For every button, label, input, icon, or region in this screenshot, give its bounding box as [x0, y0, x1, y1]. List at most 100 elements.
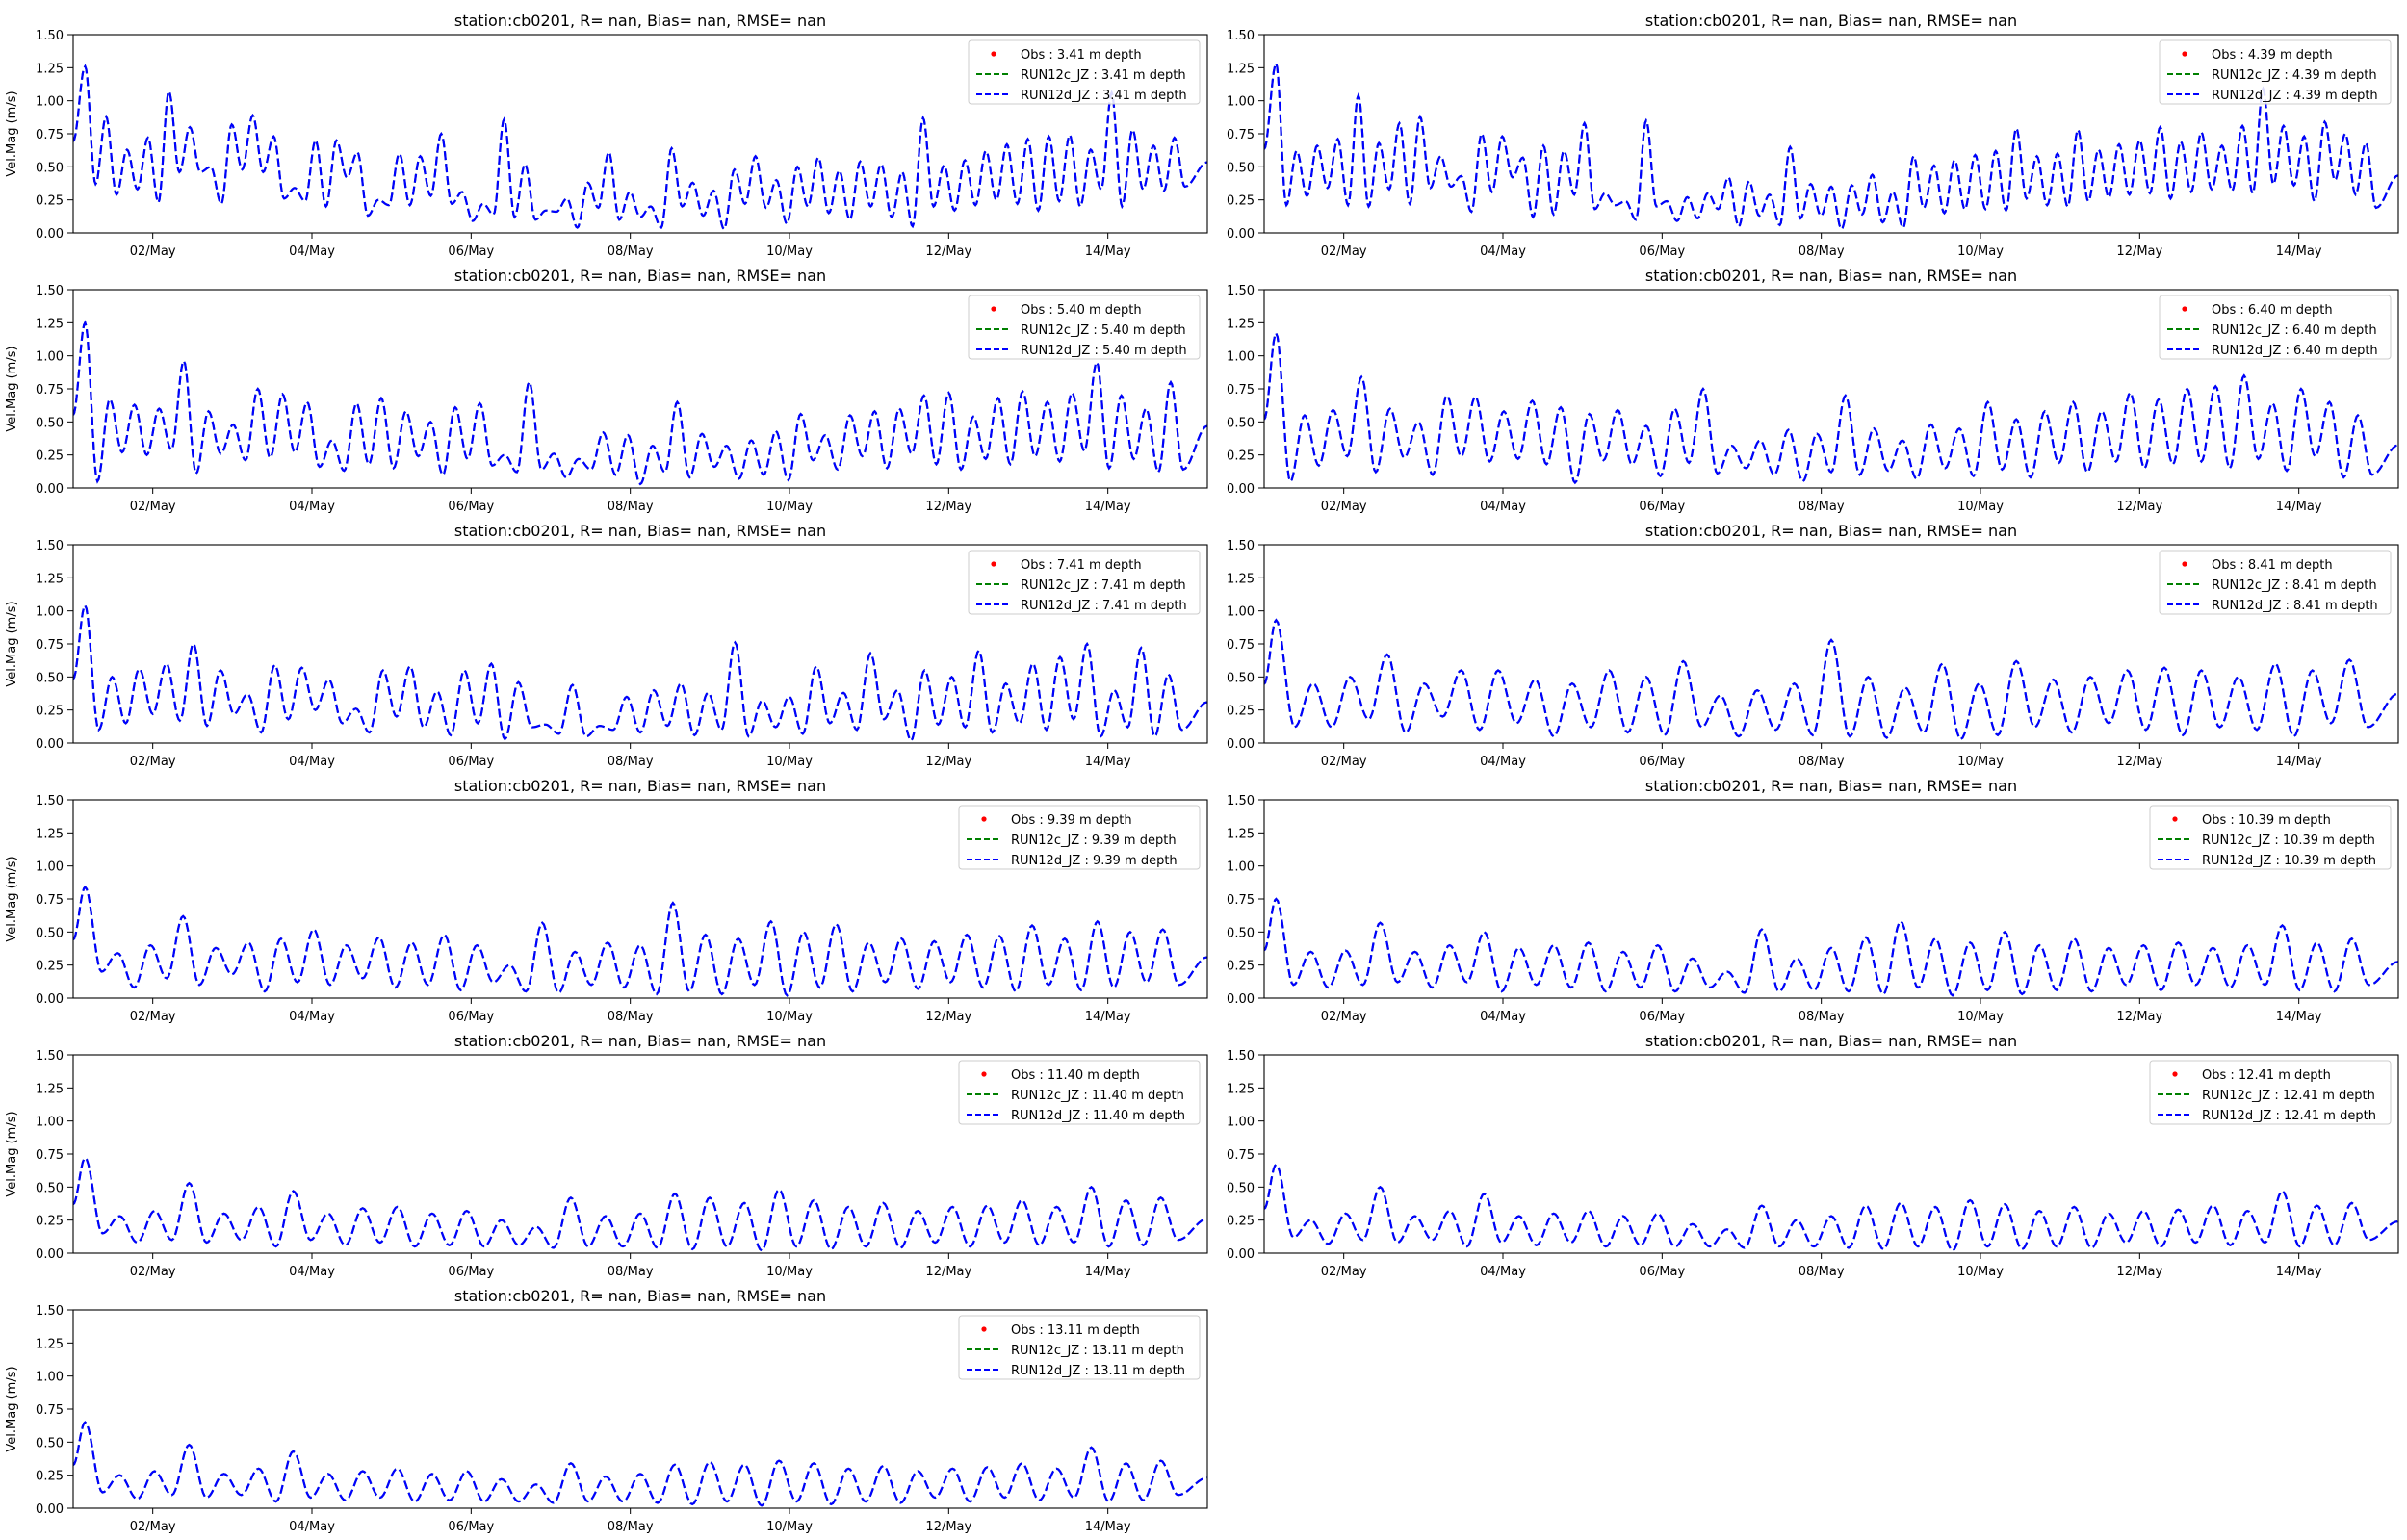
series-run12c-line [73, 1156, 1207, 1252]
legend-box [2159, 39, 2392, 105]
y-tick-label: 1.50 [1227, 539, 1255, 553]
x-tick-label: 06/May [448, 244, 494, 259]
y-tick-label: 1.00 [1227, 1116, 1255, 1130]
legend-obs-marker [981, 1071, 987, 1077]
legend-box [958, 1060, 1201, 1125]
plot-frame [1263, 544, 2399, 744]
chart-title: station:cb0201, R= nan, Bias= nan, RMSE=… [454, 267, 826, 285]
chart-panel-5: station:cb0201, R= nan, Bias= nan, RMSE=… [5, 522, 1208, 769]
series-run12c-line [1264, 618, 2398, 741]
x-tick-label: 10/May [766, 1265, 813, 1279]
x-tick-label: 08/May [1799, 500, 1845, 514]
x-tick-label: 02/May [130, 500, 176, 514]
legend-entry: RUN12c_JZ : 10.39 m depth [2202, 834, 2375, 848]
x-tick-label: 02/May [1321, 1010, 1367, 1024]
x-tick-label: 04/May [1480, 1010, 1526, 1024]
x-tick-label: 14/May [1085, 1265, 1131, 1279]
y-tick-label: 1.00 [1227, 605, 1255, 620]
chart-panel-11: station:cb0201, R= nan, Bias= nan, RMSE=… [5, 1287, 1208, 1534]
plot-frame [72, 1309, 1208, 1509]
series-run12d-line [73, 1421, 1207, 1507]
y-tick-label: 1.00 [1227, 350, 1255, 365]
y-tick-label: 0.00 [1227, 1247, 1255, 1262]
y-axis-label: Vel.Mag (m/s) [5, 346, 19, 431]
y-tick-label: 1.25 [36, 1082, 64, 1096]
x-tick-label: 04/May [289, 500, 335, 514]
x-tick-label: 06/May [1639, 244, 1685, 259]
y-tick-label: 0.00 [36, 482, 64, 497]
x-tick-label: 04/May [1480, 1265, 1526, 1279]
y-tick-label: 0.50 [36, 161, 64, 175]
x-tick-label: 14/May [2276, 500, 2322, 514]
series-run12c-line [73, 1421, 1207, 1507]
legend-entry: Obs : 6.40 m depth [2212, 303, 2333, 318]
legend-entry: RUN12c_JZ : 11.40 m depth [1011, 1089, 1184, 1103]
x-tick-label: 02/May [1321, 244, 1367, 259]
legend-box [968, 295, 1201, 360]
x-tick-label: 04/May [289, 1010, 335, 1024]
x-tick-label: 06/May [1639, 500, 1685, 514]
chart-title: station:cb0201, R= nan, Bias= nan, RMSE=… [454, 12, 826, 30]
y-tick-label: 0.00 [36, 1502, 64, 1517]
x-tick-label: 14/May [1085, 1010, 1131, 1024]
y-tick-label: 0.25 [36, 1215, 64, 1229]
x-tick-label: 08/May [1799, 1265, 1845, 1279]
y-tick-label: 1.00 [36, 1371, 64, 1385]
x-tick-label: 12/May [2116, 755, 2162, 769]
y-tick-label: 0.75 [36, 128, 64, 142]
legend-entry: RUN12c_JZ : 9.39 m depth [1011, 834, 1177, 848]
y-tick-label: 0.25 [1227, 194, 1255, 209]
chart-title: station:cb0201, R= nan, Bias= nan, RMSE=… [454, 1032, 826, 1050]
x-tick-label: 04/May [289, 1520, 335, 1534]
plot-frame [72, 289, 1208, 489]
legend-entry: RUN12c_JZ : 4.39 m depth [2212, 68, 2377, 83]
x-tick-label: 06/May [448, 1520, 494, 1534]
legend-entry: Obs : 5.40 m depth [1021, 303, 1142, 318]
x-tick-label: 10/May [766, 1520, 813, 1534]
x-tick-label: 12/May [925, 1010, 971, 1024]
y-tick-label: 0.50 [36, 671, 64, 685]
x-tick-label: 12/May [2116, 244, 2162, 259]
legend-obs-marker [991, 51, 996, 57]
legend-entry: RUN12d_JZ : 11.40 m depth [1011, 1109, 1185, 1123]
legend-obs-marker [981, 816, 987, 822]
y-tick-label: 0.50 [1227, 671, 1255, 685]
y-tick-label: 1.50 [36, 794, 64, 808]
x-tick-label: 06/May [448, 1010, 494, 1024]
x-tick-label: 14/May [2276, 1010, 2322, 1024]
y-tick-label: 0.00 [36, 227, 64, 242]
x-tick-label: 14/May [1085, 755, 1131, 769]
y-tick-label: 1.25 [36, 1337, 64, 1351]
x-tick-label: 10/May [1957, 500, 2004, 514]
y-tick-label: 1.50 [36, 284, 64, 298]
legend-obs-marker [981, 1326, 987, 1332]
legend-entry: RUN12d_JZ : 13.11 m depth [1011, 1364, 1185, 1378]
x-tick-label: 06/May [1639, 755, 1685, 769]
y-tick-label: 0.25 [1227, 705, 1255, 719]
chart-title: station:cb0201, R= nan, Bias= nan, RMSE=… [454, 522, 826, 540]
x-tick-label: 10/May [766, 500, 813, 514]
y-tick-label: 0.75 [36, 638, 64, 653]
y-tick-label: 0.25 [36, 194, 64, 209]
x-tick-label: 06/May [1639, 1010, 1685, 1024]
y-tick-label: 1.50 [36, 1049, 64, 1064]
y-tick-label: 1.25 [1227, 827, 1255, 841]
y-tick-label: 1.00 [36, 350, 64, 365]
x-tick-label: 14/May [2276, 244, 2322, 259]
x-tick-label: 14/May [2276, 1265, 2322, 1279]
y-tick-label: 0.75 [36, 1403, 64, 1418]
legend-entry: Obs : 3.41 m depth [1021, 48, 1142, 63]
legend-box [2159, 295, 2392, 360]
y-tick-label: 0.25 [36, 705, 64, 719]
x-tick-label: 06/May [448, 500, 494, 514]
x-tick-label: 02/May [130, 1265, 176, 1279]
plot-frame [1263, 34, 2399, 234]
legend-entry: Obs : 4.39 m depth [2212, 48, 2333, 63]
legend-obs-marker [2172, 1071, 2178, 1077]
legend-entry: RUN12c_JZ : 5.40 m depth [1021, 323, 1186, 338]
chart-title: station:cb0201, R= nan, Bias= nan, RMSE=… [1645, 12, 2017, 30]
x-tick-label: 06/May [448, 1265, 494, 1279]
x-tick-label: 10/May [766, 755, 813, 769]
y-tick-label: 1.50 [1227, 1049, 1255, 1064]
x-tick-label: 08/May [1799, 1010, 1845, 1024]
